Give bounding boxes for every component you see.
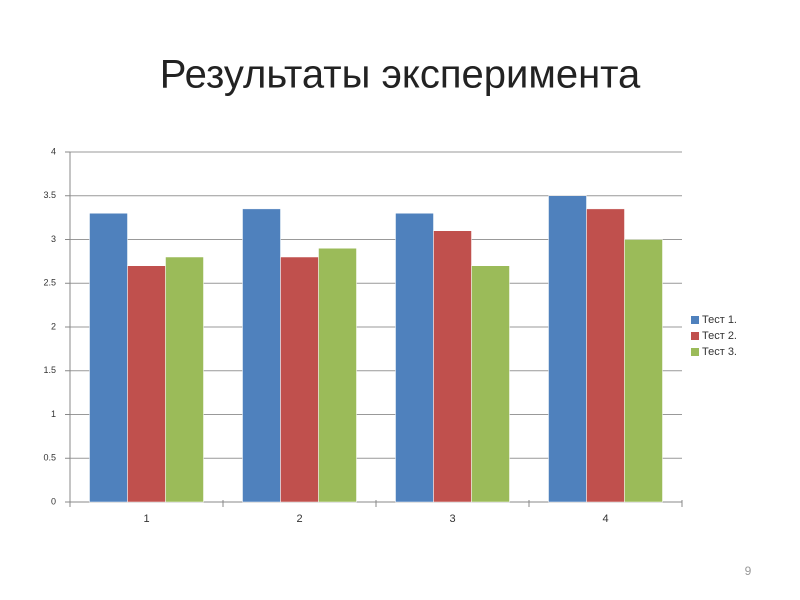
bar <box>471 265 510 503</box>
y-tick-label: 0 <box>51 496 56 506</box>
bar <box>89 213 128 503</box>
bar <box>586 208 625 503</box>
bar <box>548 195 587 503</box>
bar <box>242 208 281 503</box>
x-tick-label: 1 <box>143 513 149 525</box>
y-tick-label: 2.5 <box>43 278 56 288</box>
y-tick-label: 2 <box>51 321 56 331</box>
bar <box>624 239 663 503</box>
y-tick-label: 0.5 <box>43 453 56 463</box>
y-tick-label: 3.5 <box>43 190 56 200</box>
legend-label: Тест 2. <box>702 330 737 342</box>
x-tick-label: 2 <box>296 513 302 525</box>
bar <box>395 213 434 503</box>
legend-label: Тест 3. <box>702 346 737 358</box>
legend-label: Тест 1. <box>702 314 737 326</box>
y-tick-label: 4 <box>51 146 56 156</box>
legend-swatch <box>691 332 699 340</box>
bar <box>433 230 472 503</box>
chart-title: Результаты эксперимента <box>160 53 641 97</box>
bar <box>127 265 166 503</box>
y-tick-label: 1.5 <box>43 365 56 375</box>
legend-swatch <box>691 316 699 324</box>
slide-number: 9 <box>745 564 752 578</box>
y-tick-label: 3 <box>51 234 56 244</box>
bar <box>280 256 319 503</box>
x-tick-label: 4 <box>602 513 608 525</box>
x-tick-label: 3 <box>449 513 455 525</box>
y-tick-label: 1 <box>51 409 56 419</box>
bar <box>318 248 357 503</box>
bar <box>165 256 204 503</box>
legend-swatch <box>691 348 699 356</box>
